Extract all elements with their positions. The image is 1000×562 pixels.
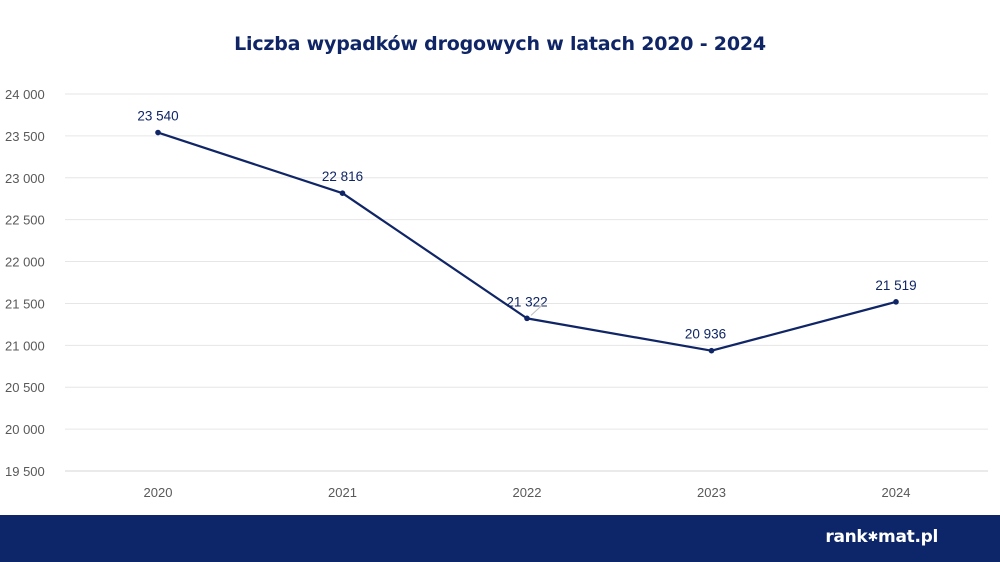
rankomat-logo[interactable]: rank✱mat.pl [825,527,938,547]
x-tick-label: 2023 [697,485,726,500]
data-point [524,315,530,322]
data-label: 20 936 [685,327,726,342]
x-tick-label: 2020 [144,485,173,500]
y-tick-label: 21 500 [5,296,45,311]
x-tick-label: 2024 [882,485,911,500]
footer-bar: rank✱mat.pl [0,515,1000,562]
logo-star-icon: ✱ [867,530,879,545]
y-tick-label: 23 500 [5,129,45,144]
y-tick-label: 24 000 [5,87,45,102]
data-label: 21 519 [875,278,916,293]
data-label: 23 540 [137,109,178,124]
data-point [155,129,161,136]
data-point [339,190,346,196]
data-label-leader [530,303,544,316]
data-label: 21 322 [506,294,547,309]
data-point [893,299,899,305]
y-tick-label: 22 500 [5,213,45,228]
line-chart: 24 000 23 500 23 000 22 500 22 000 21 500 21 0… [5,87,988,500]
y-tick-label: 21 000 [5,338,45,353]
y-tick-label: 22 000 [5,255,45,270]
logo-text-mat: mat.pl [878,527,938,547]
x-tick-label: 2021 [328,485,357,500]
x-tick-label: 2022 [513,485,542,500]
y-tick-label: 23 000 [5,171,45,186]
data-label: 22 816 [322,169,363,184]
data-point [708,347,715,354]
y-tick-label: 19 500 [5,464,45,479]
y-tick-label: 20 500 [5,380,45,395]
chart-title: Liczba wypadków drogowych w latach 2020 … [234,33,766,55]
logo-text-rank: rank [825,527,868,547]
y-tick-label: 20 000 [5,422,45,437]
